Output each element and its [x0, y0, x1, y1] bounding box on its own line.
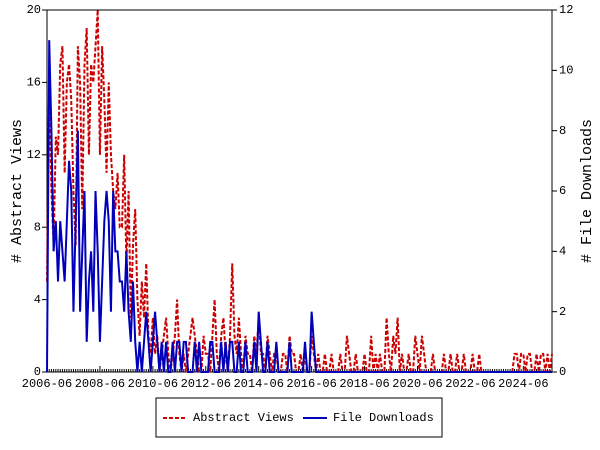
x-tick-label: 2008-06: [75, 377, 125, 391]
y-tick-label: 16: [27, 76, 41, 90]
y2-tick-label: 0: [559, 365, 566, 379]
x-tick-label: 2012-06: [181, 377, 231, 391]
y2-tick-label: 12: [559, 3, 573, 17]
y2-tick-label: 2: [559, 305, 566, 319]
y-tick-label: 0: [34, 365, 41, 379]
x-tick-label: 2014-06: [233, 377, 283, 391]
y2-axis-title: # File Downloads: [579, 119, 596, 263]
x-tick-label: 2018-06: [339, 377, 389, 391]
x-tick-label: 2010-06: [128, 377, 178, 391]
y2-tick-label: 6: [559, 184, 566, 198]
y2-tick-label: 10: [559, 64, 573, 78]
x-tick-label: 2020-06: [392, 377, 442, 391]
y-tick-label: 8: [34, 220, 41, 234]
x-tick-label: 2022-06: [445, 377, 495, 391]
legend-label: File Downloads: [333, 411, 434, 425]
x-tick-label: 2006-06: [22, 377, 72, 391]
y-tick-label: 4: [34, 293, 41, 307]
y2-tick-label: 8: [559, 124, 566, 138]
y-tick-label: 12: [27, 148, 41, 162]
series-line: [46, 40, 552, 373]
legend: [155, 397, 443, 438]
y-axis-title: # Abstract Views: [9, 119, 26, 263]
series-line: [46, 9, 553, 373]
y-tick-label: 20: [27, 3, 41, 17]
y2-tick-label: 4: [559, 245, 566, 259]
legend-label: Abstract Views: [193, 411, 294, 425]
x-tick-label: 2016-06: [286, 377, 336, 391]
x-tick-label: 2024-06: [498, 377, 548, 391]
